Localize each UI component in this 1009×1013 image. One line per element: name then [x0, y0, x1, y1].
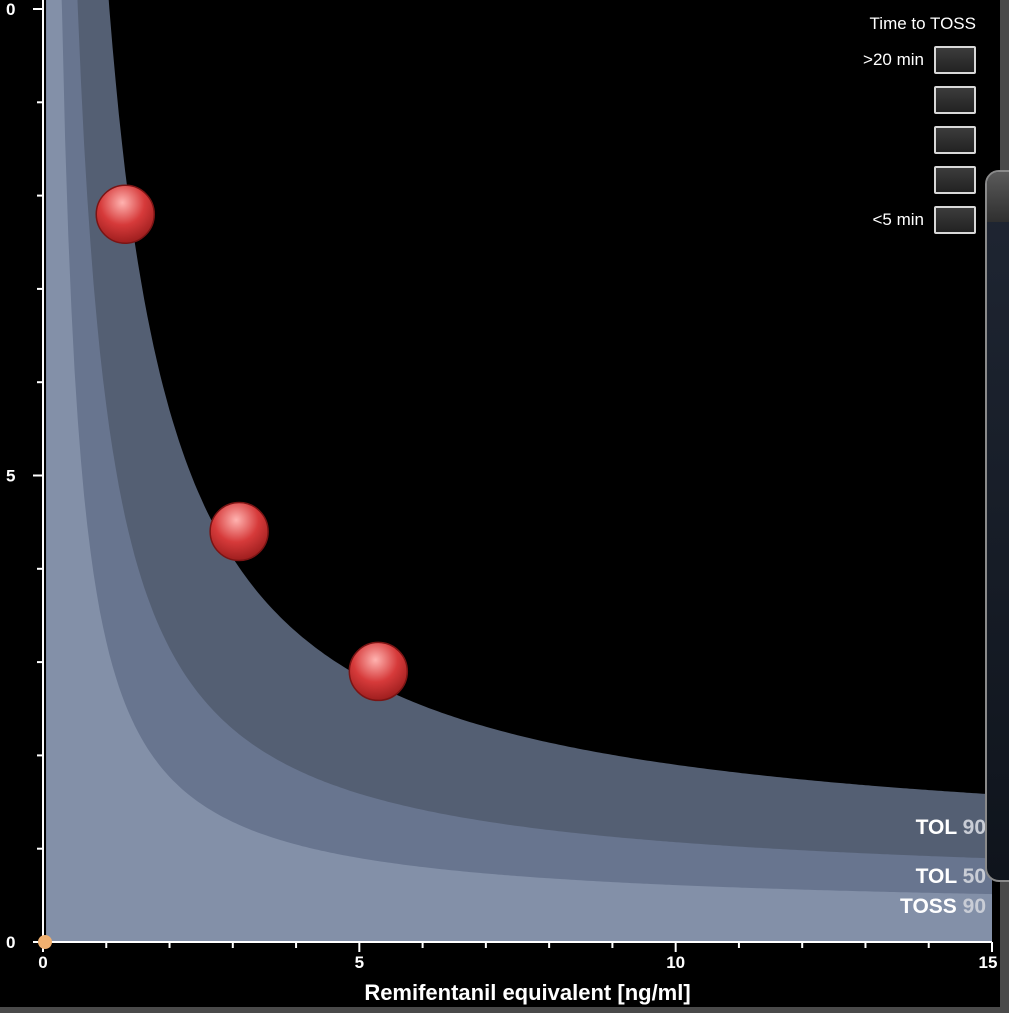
legend-row[interactable]	[776, 160, 976, 200]
side-panel-edge[interactable]	[985, 170, 1009, 882]
band-label-word: TOL	[916, 865, 963, 888]
band-toss-90	[46, 0, 992, 942]
legend-swatch[interactable]	[934, 86, 976, 114]
band-label: TOSS 90	[900, 895, 986, 918]
legend-swatch[interactable]	[934, 46, 976, 74]
y-tick-label: 0	[6, 0, 15, 19]
legend-swatch[interactable]	[934, 166, 976, 194]
band-label-number: 90	[963, 816, 986, 839]
ticks	[33, 8, 993, 952]
data-point[interactable]	[209, 501, 269, 562]
x-tick-label: 5	[355, 953, 364, 972]
legend-title: Time to TOSS	[869, 14, 976, 33]
legend-row[interactable]	[776, 120, 976, 160]
data-point[interactable]	[95, 184, 155, 245]
time-to-toss-legend: Time to TOSS >20 min <5 min	[776, 14, 976, 240]
legend-row[interactable]: <5 min	[776, 200, 976, 240]
legend-row[interactable]: >20 min	[776, 40, 976, 80]
confidence-bands	[46, 0, 992, 942]
band-label-number: 90	[963, 895, 986, 918]
x-tick-label: 10	[666, 953, 685, 972]
data-point[interactable]	[348, 641, 409, 702]
axes	[42, 0, 992, 943]
band-label-word: TOSS	[900, 895, 963, 918]
legend-label: <5 min	[872, 210, 925, 229]
x-tick-label: 0	[38, 953, 47, 972]
origin-marker	[38, 935, 52, 949]
side-panel-header	[987, 172, 1009, 222]
band-label: TOL 90	[916, 816, 986, 839]
y-tick-label: 0	[6, 933, 15, 952]
x-axis-label: Remifentanil equivalent [ng/ml]	[364, 980, 691, 1005]
data-points[interactable]	[95, 184, 409, 702]
band-label-number: 50	[963, 865, 986, 888]
y-tick-label: 5	[6, 467, 15, 486]
band-tol-90	[46, 0, 992, 942]
legend-row[interactable]	[776, 80, 976, 120]
band-label-word: TOL	[916, 816, 963, 839]
legend-label: >20 min	[863, 50, 924, 69]
legend-swatch[interactable]	[934, 206, 976, 234]
x-tick-label: 15	[979, 953, 998, 972]
legend-swatch[interactable]	[934, 126, 976, 154]
band-label: TOL 50	[916, 865, 986, 888]
